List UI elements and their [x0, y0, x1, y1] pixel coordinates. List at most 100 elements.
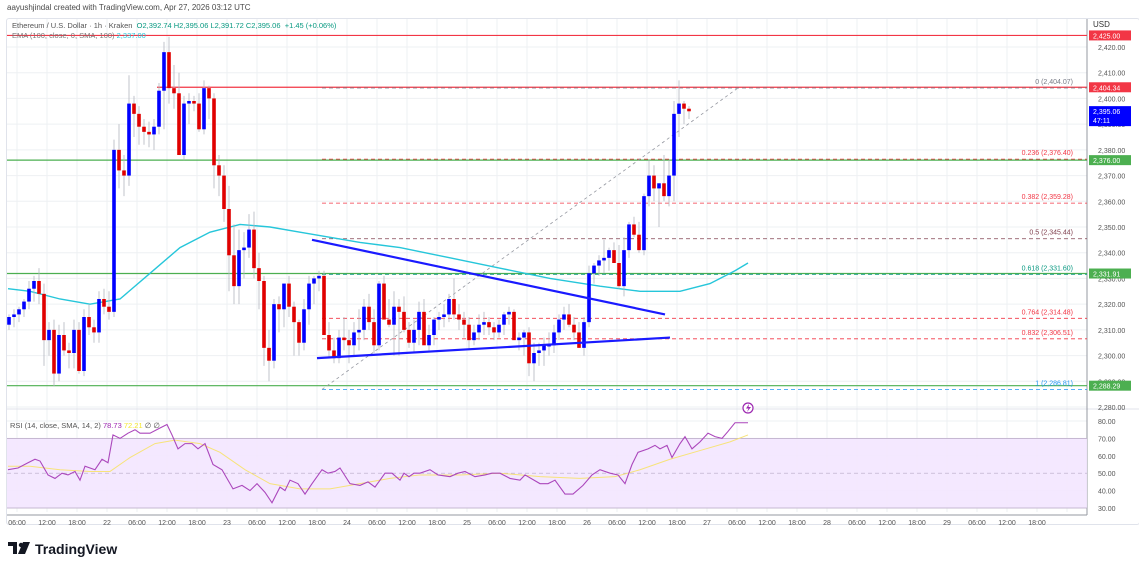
candle: [687, 108, 691, 112]
candle: [517, 337, 521, 341]
candle: [277, 304, 281, 310]
candle: [107, 306, 111, 312]
candle: [307, 283, 311, 310]
time-tick-label: 12:00: [398, 520, 416, 527]
candle: [577, 332, 581, 348]
candle: [417, 311, 421, 330]
candle: [637, 234, 641, 251]
alert-lightning-icon[interactable]: [742, 402, 754, 414]
candle: [487, 322, 491, 328]
price-badge: 2,288.29: [1089, 380, 1131, 391]
rsi-sma-line: [8, 434, 749, 490]
time-tick-label: 12:00: [758, 520, 776, 527]
fib-level-label: 0.5 (2,345.44): [1029, 230, 1073, 237]
candle: [292, 306, 296, 323]
chart-credit: aayushjindal created with TradingView.co…: [7, 3, 251, 12]
ema-legend[interactable]: EMA (100, close, 0, SMA, 100) 2,337.00: [12, 31, 146, 40]
candle: [247, 229, 251, 248]
tradingview-brand[interactable]: TradingView: [8, 541, 117, 557]
candle: [367, 306, 371, 323]
candle: [267, 347, 271, 361]
candle: [642, 196, 646, 251]
candle: [297, 322, 301, 343]
candle: [572, 324, 576, 333]
candle: [467, 324, 471, 341]
candle: [192, 101, 196, 104]
candle: [442, 314, 446, 317]
fib-level-label: 1 (2,286.81): [1035, 380, 1073, 387]
candle: [407, 329, 411, 343]
candle: [137, 113, 141, 127]
candle: [352, 332, 356, 346]
candle: [142, 126, 146, 132]
fib-level-label: 0.382 (2,359.28): [1022, 194, 1073, 201]
candle: [497, 324, 501, 333]
time-tick-label: 06:00: [128, 520, 146, 527]
candle: [52, 329, 56, 374]
time-tick-label: 23: [223, 520, 231, 527]
candle: [567, 314, 571, 325]
candle: [612, 250, 616, 263]
candle: [397, 306, 401, 312]
time-tick-label: 06:00: [848, 520, 866, 527]
candle: [22, 301, 26, 310]
chart-frame: [6, 18, 1139, 525]
candle: [677, 103, 681, 114]
symbol-name[interactable]: Ethereum / U.S. Dollar · 1h · Kraken: [12, 21, 133, 30]
time-tick-label: 18:00: [1028, 520, 1046, 527]
candle: [252, 229, 256, 269]
price-badge: 2,376.00: [1089, 155, 1131, 166]
fib-level-label: 0.764 (2,314.48): [1022, 309, 1073, 316]
candle: [287, 283, 291, 307]
trendline[interactable]: [311, 238, 666, 316]
brand-name: TradingView: [35, 541, 118, 557]
price-tick-label: 2,330.00: [1098, 276, 1125, 283]
fib-level-label: 0.832 (2,306.51): [1022, 330, 1073, 337]
candle: [557, 319, 561, 333]
fib-level-label: 0 (2,404.07): [1035, 79, 1073, 86]
candle: [527, 332, 531, 364]
time-tick-label: 06:00: [8, 520, 26, 527]
rsi-line: [7, 422, 748, 504]
candle: [437, 317, 441, 320]
candle: [532, 353, 536, 364]
candle: [272, 304, 276, 361]
rsi-legend[interactable]: RSI (14, close, SMA, 14, 2) 78.73 72.21 …: [10, 421, 160, 430]
candle: [102, 299, 106, 307]
candle: [662, 183, 666, 197]
time-tick-label: 18:00: [428, 520, 446, 527]
time-tick-label: 25: [463, 520, 471, 527]
candle: [57, 335, 61, 374]
time-tick-label: 12:00: [38, 520, 56, 527]
candle: [512, 311, 516, 341]
time-tick-label: 12:00: [278, 520, 296, 527]
candle: [422, 311, 426, 346]
price-tick-label: 2,360.00: [1098, 199, 1125, 206]
trendline[interactable]: [316, 336, 671, 360]
candle: [182, 103, 186, 155]
candle: [387, 319, 391, 325]
candle: [542, 345, 546, 351]
tradingview-logo-icon: [8, 541, 30, 557]
candle: [172, 88, 176, 94]
svg-text:47:11: 47:11: [1093, 118, 1110, 125]
candle: [597, 260, 601, 266]
svg-text:2,288.29: 2,288.29: [1093, 384, 1120, 391]
price-badge: 2,395.06 47:11: [1089, 106, 1131, 127]
price-tick-label: 2,400.00: [1098, 96, 1125, 103]
candle: [627, 224, 631, 251]
price-tick-label: 2,350.00: [1098, 225, 1125, 232]
time-tick-label: 18:00: [548, 520, 566, 527]
candle: [377, 283, 381, 346]
price-badge: 2,331.91: [1089, 268, 1131, 279]
candle: [232, 255, 236, 287]
candle: [67, 350, 71, 353]
fib-trend-line[interactable]: [321, 87, 739, 390]
candle: [317, 275, 321, 279]
currency-label[interactable]: USD: [1093, 20, 1110, 29]
candle: [607, 250, 611, 258]
time-tick-label: 18:00: [188, 520, 206, 527]
candle: [432, 319, 436, 335]
rsi-tick-label: 80.00: [1098, 419, 1116, 426]
